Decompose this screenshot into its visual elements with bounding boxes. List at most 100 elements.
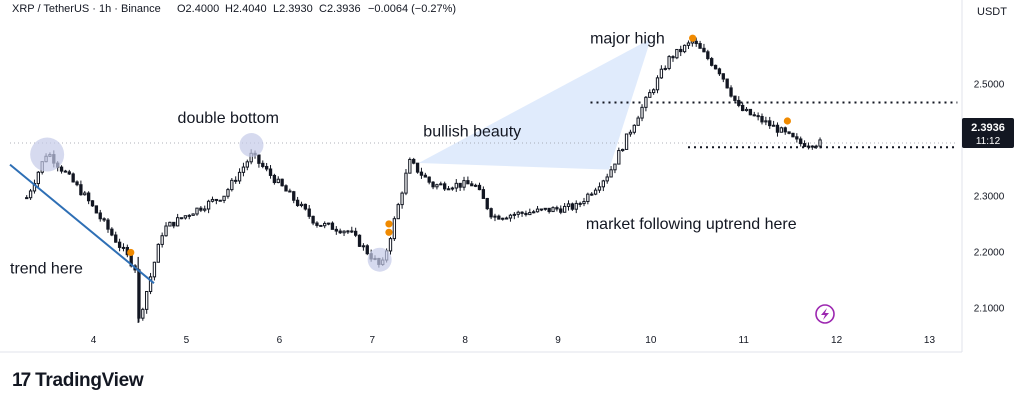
symbol-label[interactable]: XRP / TetherUS · 1h · Binance [12,3,161,15]
candle-down [802,143,807,147]
candle-up [152,261,157,278]
candle-down [748,108,753,116]
shade-layer [418,38,651,170]
candle-down [268,168,273,176]
annotation-label: major high [590,30,665,47]
x-tick-label: 9 [555,335,561,346]
candle-down [110,228,114,236]
candle-down [810,145,814,148]
tradingview-logo[interactable]: 17 TradingView [12,370,144,392]
candle-up [326,222,331,225]
candle-up [597,186,602,191]
candle-up [806,145,811,148]
highlight-circle [239,133,264,158]
candle-up [543,207,547,210]
candle-down [264,165,269,170]
candle-up [396,204,400,220]
candle-down [90,200,95,207]
candle-up [667,56,671,69]
candle-up [230,179,234,191]
candle-up [245,161,249,168]
candle-up [744,108,749,112]
candle-up [36,171,40,185]
x-tick-label: 13 [924,335,936,346]
candle-up [206,200,211,210]
x-tick-label: 11 [739,335,750,346]
candle-down [497,215,501,220]
highlight-circle [367,247,392,272]
candle-up [156,243,160,263]
candle-down [172,221,176,227]
currency-label[interactable]: USDT [977,6,1007,18]
candle-down [102,218,106,221]
candle-down [787,131,791,134]
candle-up [323,222,327,227]
signal-marker [689,34,697,42]
candle-up [551,207,555,213]
candle-down [98,212,102,220]
candle-down [179,217,184,220]
change-value: −0.0064 (−0.27%) [368,3,456,15]
candle-up [183,215,188,219]
candle-down [365,245,369,255]
candle-up [628,131,633,135]
candle-down [257,154,261,164]
candle-down [307,208,311,217]
candle-up [574,202,578,210]
y-tick-label: 2.5000 [974,80,1005,91]
candle-up [613,163,617,171]
candle-down [354,230,358,236]
trendline [9,163,155,284]
candle-down [25,197,29,200]
candle-up [659,68,664,79]
candle-down [106,219,110,230]
candle-down [218,199,222,202]
candle-down [288,190,292,193]
candle-down [740,104,745,112]
candle-down [458,182,462,188]
candle-down [768,120,772,127]
x-tick-label: 5 [184,335,190,346]
flash-icon-bolt [821,308,829,320]
candle-up [392,218,397,240]
signal-marker [385,220,393,228]
candle-down [524,212,528,216]
candle-up [593,189,598,195]
x-tick-label: 12 [831,335,843,346]
price-tag-value: 2.3936 [971,122,1005,134]
candle-up [450,187,455,190]
candle-up [342,230,346,234]
candle-down [75,181,79,186]
candle-down [234,179,238,182]
candle-up [818,139,822,147]
y-tick-label: 2.1000 [974,303,1005,314]
candle-up [532,211,536,214]
candle-up [605,176,609,182]
candle-down [199,207,203,211]
candle-down [330,222,335,230]
candle-up [651,89,656,94]
x-tick-label: 10 [645,335,657,346]
candle-up [187,214,191,217]
candle-up [148,276,153,292]
candle-down [717,68,722,75]
candle-down [315,222,319,226]
signal-marker [127,248,135,257]
price-tag [962,118,1014,148]
candle-up [508,214,513,219]
x-tick-label: 6 [277,335,283,346]
candle-up [195,207,199,215]
candle-down [477,184,482,191]
candle-down [795,136,799,140]
candle-up [663,67,667,70]
candle-up [617,150,621,165]
candle-down [292,191,296,201]
candle-up [404,172,408,194]
x-tick-label: 7 [369,335,375,346]
candle-down [67,171,71,175]
candle-down [71,173,75,183]
candle-down [214,198,219,201]
overlay-layer [9,34,791,284]
candle-down [671,56,675,59]
